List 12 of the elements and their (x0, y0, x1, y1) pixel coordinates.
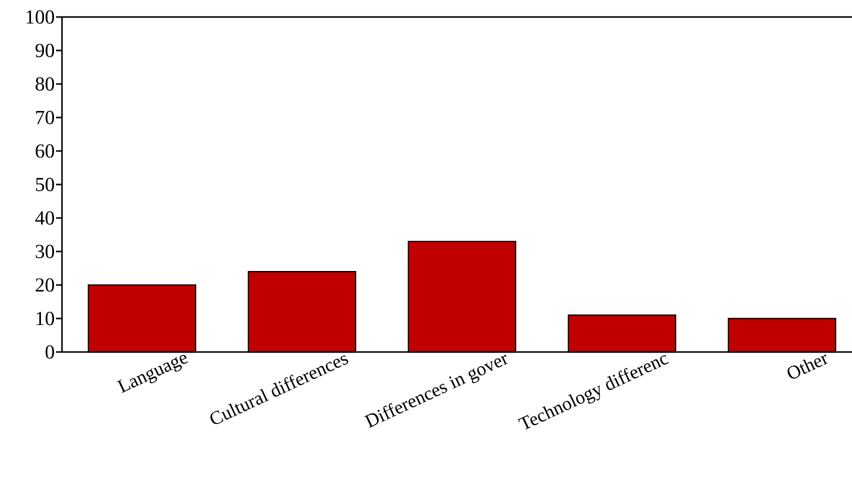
y-tick-label: 90 (36, 44, 54, 58)
y-tick-label: 80 (36, 77, 54, 91)
y-tick-label: 0 (46, 345, 54, 359)
y-tick-label: 10 (36, 312, 54, 326)
y-tick-label: 60 (36, 144, 54, 158)
y-tick-label: 100 (26, 10, 54, 24)
y-tick-label: 50 (36, 178, 54, 192)
y-tick-label: 20 (36, 278, 54, 292)
y-tick-label: 30 (36, 244, 54, 258)
x-tick-label: Other (788, 354, 828, 379)
y-tick-label: 40 (35, 211, 54, 225)
y-tick-label: 70 (36, 110, 54, 124)
